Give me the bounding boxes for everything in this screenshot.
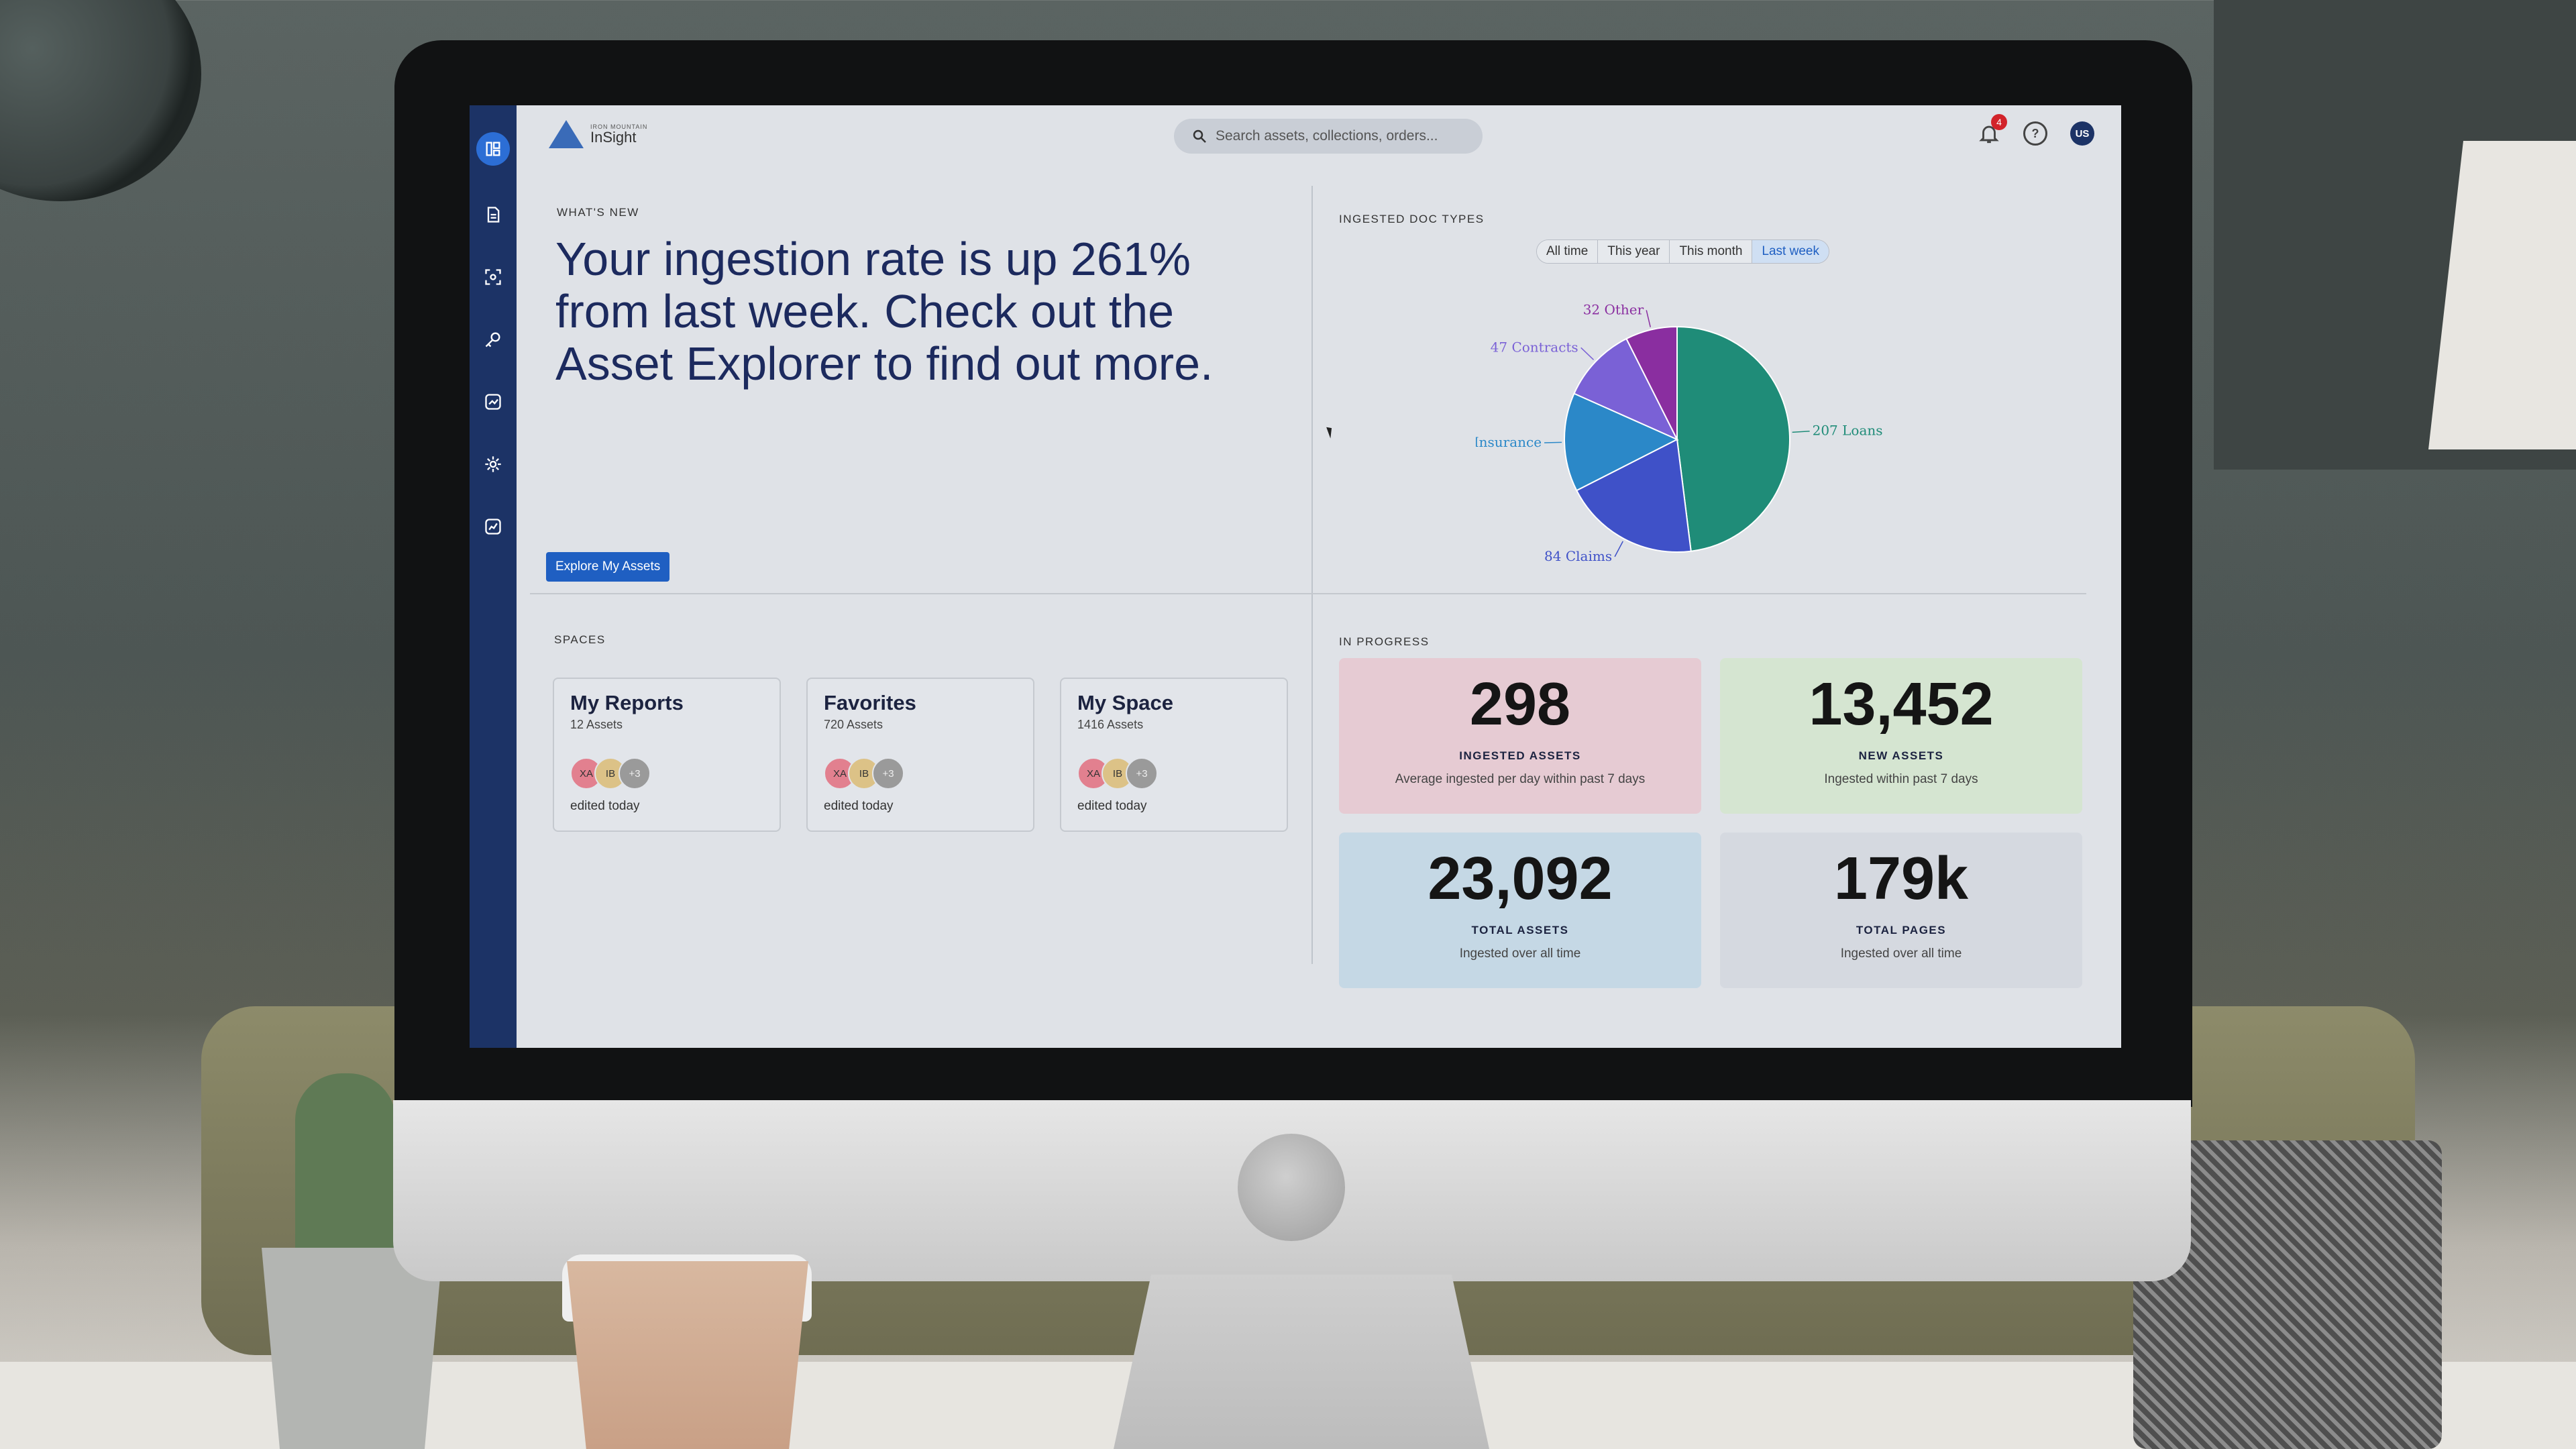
space-card-my-reports[interactable]: My Reports 12 Assets XA IB +3 edited tod… <box>553 678 781 832</box>
header-actions: 4 ? US <box>1978 114 2094 146</box>
stat-new-assets[interactable]: 13,452 NEW ASSETS Ingested within past 7… <box>1720 658 2082 814</box>
stat-label: TOTAL PAGES <box>1856 924 1947 936</box>
filter-this-month[interactable]: This month <box>1670 240 1753 263</box>
stat-label: NEW ASSETS <box>1858 749 1944 762</box>
space-edited: edited today <box>824 799 894 813</box>
pie-label-4: 32 Other <box>1583 301 1644 317</box>
pie-leader-line-0 <box>1792 430 1810 433</box>
bell-icon <box>1979 125 1999 144</box>
notification-badge: 4 <box>1991 114 2007 130</box>
help-icon[interactable]: ? <box>2023 121 2047 146</box>
in-progress-label: IN PROGRESS <box>1339 635 1430 648</box>
doc-types-label: INGESTED DOC TYPES <box>1339 213 1485 225</box>
search-placeholder: Search assets, collections, orders... <box>1216 128 1438 144</box>
user-avatar[interactable]: US <box>2070 121 2094 146</box>
pie-slice-4[interactable] <box>1625 325 1678 440</box>
trend-icon[interactable] <box>481 390 505 414</box>
stat-description: Ingested over all time <box>1459 947 1581 961</box>
stat-description: Average ingested per day within past 7 d… <box>1395 772 1646 786</box>
document-icon[interactable] <box>481 203 505 227</box>
vertical-divider <box>1311 186 1313 964</box>
logo-company: IRON MOUNTAIN <box>590 123 648 130</box>
space-avatars: XA IB +3 <box>824 757 1017 790</box>
app-screen: IRON MOUNTAIN InSight Search assets, col… <box>470 105 2121 1048</box>
stat-total-pages[interactable]: 179k TOTAL PAGES Ingested over all time <box>1720 833 2082 988</box>
dashboard-icon[interactable] <box>476 132 510 166</box>
pie-slice-2[interactable] <box>1564 392 1679 492</box>
avatar-overflow: +3 <box>619 757 651 790</box>
logo-product: InSight <box>590 128 637 146</box>
space-edited: edited today <box>1077 799 1147 813</box>
filter-all-time[interactable]: All time <box>1537 240 1599 263</box>
pie-leader-line-4 <box>1646 310 1651 327</box>
analytics-icon[interactable] <box>481 515 505 539</box>
space-title: My Reports <box>570 691 684 714</box>
apple-logo <box>1238 1134 1345 1241</box>
mouse-cursor <box>1326 425 1335 439</box>
pie-leader-line-1 <box>1614 541 1623 557</box>
app-logo[interactable]: IRON MOUNTAIN InSight <box>549 120 647 148</box>
space-card-my-space[interactable]: My Space 1416 Assets XA IB +3 edited tod… <box>1060 678 1288 832</box>
monitor-stand <box>1114 1275 1489 1449</box>
search-input[interactable]: Search assets, collections, orders... <box>1174 119 1483 154</box>
pie-label-3: 47 Contracts <box>1491 339 1578 355</box>
stat-description: Ingested within past 7 days <box>1824 772 1978 786</box>
pie-label-2: 61 Insurance <box>1476 434 1542 450</box>
pie-leader-line-2 <box>1544 441 1562 443</box>
filter-last-week[interactable]: Last week <box>1752 240 1829 263</box>
space-avatars: XA IB +3 <box>1077 757 1271 790</box>
stat-value: 13,452 <box>1809 671 1994 738</box>
stat-label: TOTAL ASSETS <box>1471 924 1569 936</box>
space-edited: edited today <box>570 799 640 813</box>
pie-label-0: 207 Loans <box>1813 423 1883 439</box>
space-asset-count: 720 Assets <box>824 718 883 731</box>
coffee-cup <box>567 1261 808 1449</box>
stat-ingested-assets[interactable]: 298 INGESTED ASSETS Average ingested per… <box>1339 658 1701 814</box>
pie-slice-0[interactable] <box>1676 325 1790 552</box>
stat-label: INGESTED ASSETS <box>1459 749 1581 762</box>
plant-pot <box>262 1248 443 1449</box>
space-title: My Space <box>1077 691 1174 714</box>
space-card-favorites[interactable]: Favorites 720 Assets XA IB +3 edited tod… <box>806 678 1034 832</box>
stat-value: 23,092 <box>1428 845 1613 912</box>
sidebar <box>470 105 517 1048</box>
gear-icon[interactable] <box>481 452 505 476</box>
avatar-overflow: +3 <box>1126 757 1158 790</box>
filter-this-year[interactable]: This year <box>1598 240 1670 263</box>
pie-slice-3[interactable] <box>1573 337 1679 441</box>
whats-new-headline: Your ingestion rate is up 261% from last… <box>555 233 1214 390</box>
stat-total-assets[interactable]: 23,092 TOTAL ASSETS Ingested over all ti… <box>1339 833 1701 988</box>
horizontal-divider <box>530 593 2086 594</box>
time-filter: All time This year This month Last week <box>1536 239 1829 264</box>
cactus <box>295 1073 396 1268</box>
pie-slice-1[interactable] <box>1575 438 1692 553</box>
wall-clock <box>0 0 201 201</box>
space-title: Favorites <box>824 691 916 714</box>
whats-new-label: WHAT'S NEW <box>557 206 639 219</box>
key-icon[interactable] <box>481 327 505 352</box>
stat-value: 298 <box>1469 671 1571 738</box>
stat-value: 179k <box>1833 845 1969 912</box>
mountain-logo-icon <box>549 120 584 148</box>
avatar-overflow: +3 <box>872 757 904 790</box>
pie-label-1: 84 Claims <box>1544 548 1612 564</box>
pie-leader-line-3 <box>1580 347 1595 360</box>
space-avatars: XA IB +3 <box>570 757 763 790</box>
search-icon <box>1193 129 1206 143</box>
scan-icon[interactable] <box>481 265 505 289</box>
explore-assets-button[interactable]: Explore My Assets <box>546 552 670 582</box>
space-asset-count: 12 Assets <box>570 718 623 731</box>
stat-description: Ingested over all time <box>1840 947 1962 961</box>
doc-types-pie-chart: 207 Loans 84 Claims 61 Insurance 47 Contrac… <box>1476 301 1883 564</box>
spaces-label: SPACES <box>554 633 606 646</box>
space-asset-count: 1416 Assets <box>1077 718 1144 731</box>
notifications-button[interactable]: 4 <box>1978 114 2007 145</box>
